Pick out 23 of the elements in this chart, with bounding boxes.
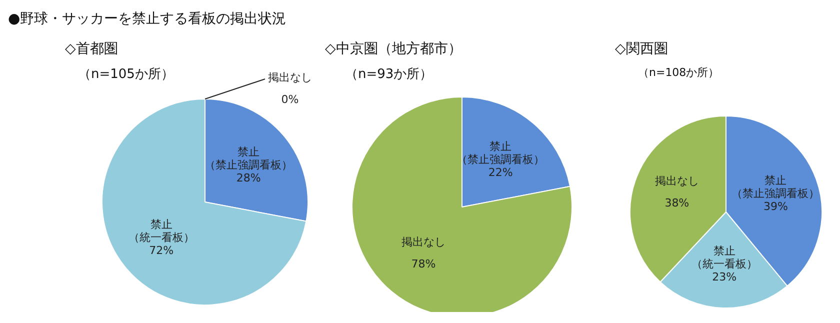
- slice-label: 禁止（統一看板）: [691, 244, 758, 271]
- slice-label: 掲出なし: [401, 235, 446, 248]
- data-label: 38%: [664, 196, 690, 210]
- data-label: 78%: [411, 257, 436, 270]
- slice-label: 禁止（統一看板）: [128, 218, 194, 244]
- chart-title: ◇関西圏: [615, 40, 668, 58]
- slice-label: 掲出なし: [654, 174, 699, 188]
- text: ●野球・サッカーを禁止する看板の掲出状況: [8, 10, 286, 28]
- data-label: 22%: [488, 166, 513, 180]
- chart-subtitle: （n=93か所）: [345, 66, 433, 83]
- data-label: 39%: [763, 200, 788, 213]
- chart-title: ◇首都圏: [65, 40, 118, 58]
- data-label: 28%: [236, 172, 261, 185]
- slice-label: 禁止（禁止強調看板）: [732, 174, 820, 200]
- category-label: 掲出なし: [268, 70, 312, 84]
- chart-title: ◇中京圏（地方都市）: [325, 40, 462, 58]
- slice-label: 禁止（禁止強調看板）: [456, 140, 545, 166]
- text: 0%: [281, 92, 299, 106]
- chart-subtitle: （n=108か所）: [638, 65, 720, 80]
- data-label: 23%: [712, 270, 737, 284]
- slice-label: 禁止（禁止強調看板）: [204, 146, 293, 172]
- data-label: 72%: [149, 244, 174, 257]
- chart-subtitle: （n=105か所）: [78, 66, 174, 83]
